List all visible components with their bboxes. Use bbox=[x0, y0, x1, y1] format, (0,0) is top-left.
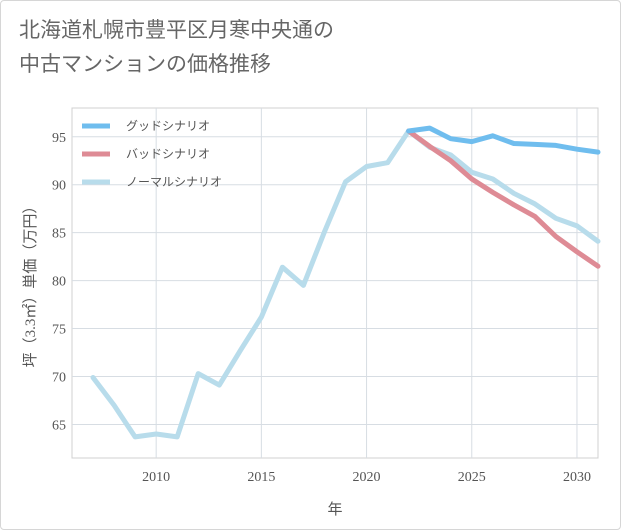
series-line-1 bbox=[406, 128, 601, 269]
x-tick-label: 2025 bbox=[458, 470, 486, 485]
series-line-2 bbox=[90, 128, 601, 440]
series-lines bbox=[90, 125, 601, 440]
x-axis-label: 年 bbox=[327, 501, 342, 518]
y-tick-label: 75 bbox=[52, 323, 66, 338]
y-tick-label: 85 bbox=[52, 227, 66, 242]
chart-title-line-2: 中古マンションの価格推移 bbox=[19, 52, 271, 76]
x-axis-ticks: 2010 2015 2020 2025 2030 bbox=[142, 470, 591, 485]
series-line-0 bbox=[406, 125, 601, 155]
x-tick-label: 2010 bbox=[142, 470, 170, 485]
legend-label-2: ノーマルシナリオ bbox=[126, 175, 222, 189]
plot-area bbox=[71, 107, 599, 459]
y-tick-label: 95 bbox=[52, 131, 66, 146]
chart-title: 北海道札幌市豊平区月寒中央通の 中古マンションの価格推移 bbox=[19, 13, 599, 81]
legend-label-1: バッドシナリオ bbox=[126, 147, 210, 161]
y-axis-label: 坪（3.3㎡）単価（万円） bbox=[22, 199, 39, 368]
x-tick-label: 2015 bbox=[247, 470, 275, 485]
chart-title-line-1: 北海道札幌市豊平区月寒中央通の bbox=[19, 18, 334, 42]
x-tick-label: 2030 bbox=[563, 470, 591, 485]
y-axis-ticks: 65 70 75 80 85 90 95 bbox=[52, 131, 66, 434]
legend-label-0: グッドシナリオ bbox=[126, 119, 210, 133]
y-tick-label: 90 bbox=[52, 179, 66, 194]
grid-lines bbox=[72, 108, 598, 458]
y-tick-label: 70 bbox=[52, 370, 66, 385]
y-tick-label: 65 bbox=[52, 418, 66, 433]
y-tick-label: 80 bbox=[52, 275, 66, 290]
x-tick-label: 2020 bbox=[353, 470, 381, 485]
